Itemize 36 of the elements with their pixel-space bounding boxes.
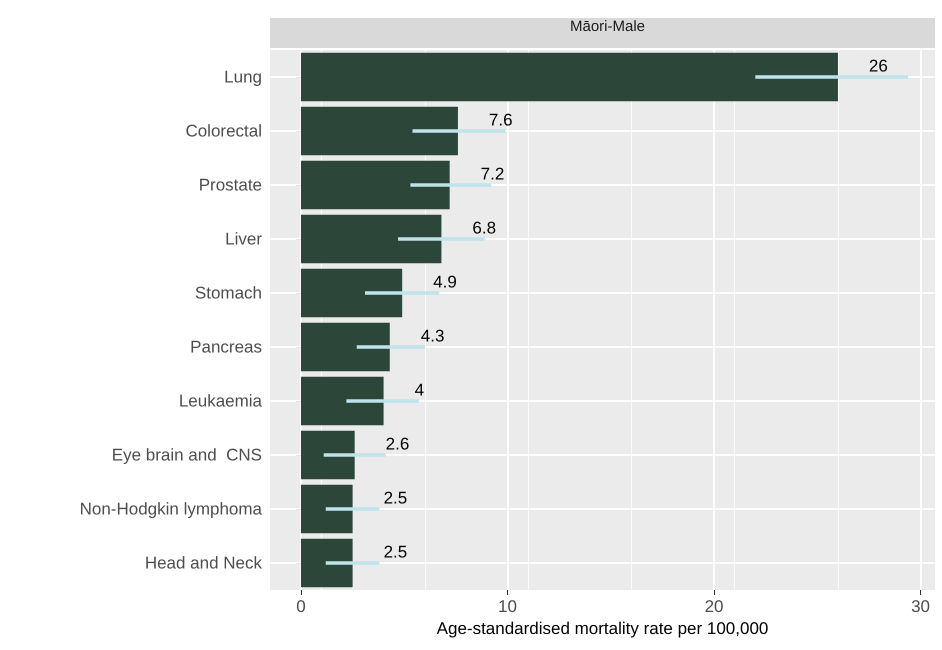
data-label: 4 — [414, 380, 424, 400]
bar — [300, 538, 353, 588]
bar — [300, 160, 450, 210]
y-tick-label: Stomach — [194, 284, 262, 302]
data-label: 2.6 — [386, 434, 410, 454]
data-label: 26 — [868, 56, 888, 76]
y-tick-label: Pancreas — [190, 338, 262, 356]
y-tick-label: Non-Hodgkin lymphoma — [80, 500, 263, 518]
y-tick-label: Colorectal — [185, 122, 262, 140]
bar — [300, 322, 390, 372]
x-tick-label: 10 — [498, 597, 517, 616]
data-label: 4.3 — [420, 326, 444, 346]
data-label: 4.9 — [433, 272, 457, 292]
y-tick-label: Leukaemia — [178, 392, 263, 410]
y-tick-label: Head and Neck — [144, 554, 262, 572]
chart-title: Māori-Male — [570, 18, 646, 35]
y-tick-label: Prostate — [198, 176, 262, 194]
bar — [300, 430, 355, 480]
data-label: 2.5 — [384, 488, 408, 508]
x-axis-title: Age-standardised mortality rate per 100,000 — [436, 618, 768, 638]
data-label: 7.2 — [480, 164, 504, 184]
bar — [300, 484, 353, 534]
x-tick-label: 30 — [911, 597, 930, 616]
bar — [300, 214, 442, 264]
y-tick-label: Eye brain and CNS — [112, 446, 262, 464]
bar — [300, 268, 402, 318]
bar — [300, 106, 458, 156]
x-tick-label: 20 — [704, 597, 724, 616]
bar — [300, 52, 838, 102]
bar — [300, 376, 384, 426]
y-tick-label: Lung — [224, 68, 262, 86]
data-label: 6.8 — [472, 218, 496, 238]
y-tick-label: Liver — [225, 230, 262, 248]
data-label: 7.6 — [488, 110, 513, 130]
x-tick-label: 0 — [296, 597, 306, 616]
data-label: 2.5 — [384, 542, 408, 562]
